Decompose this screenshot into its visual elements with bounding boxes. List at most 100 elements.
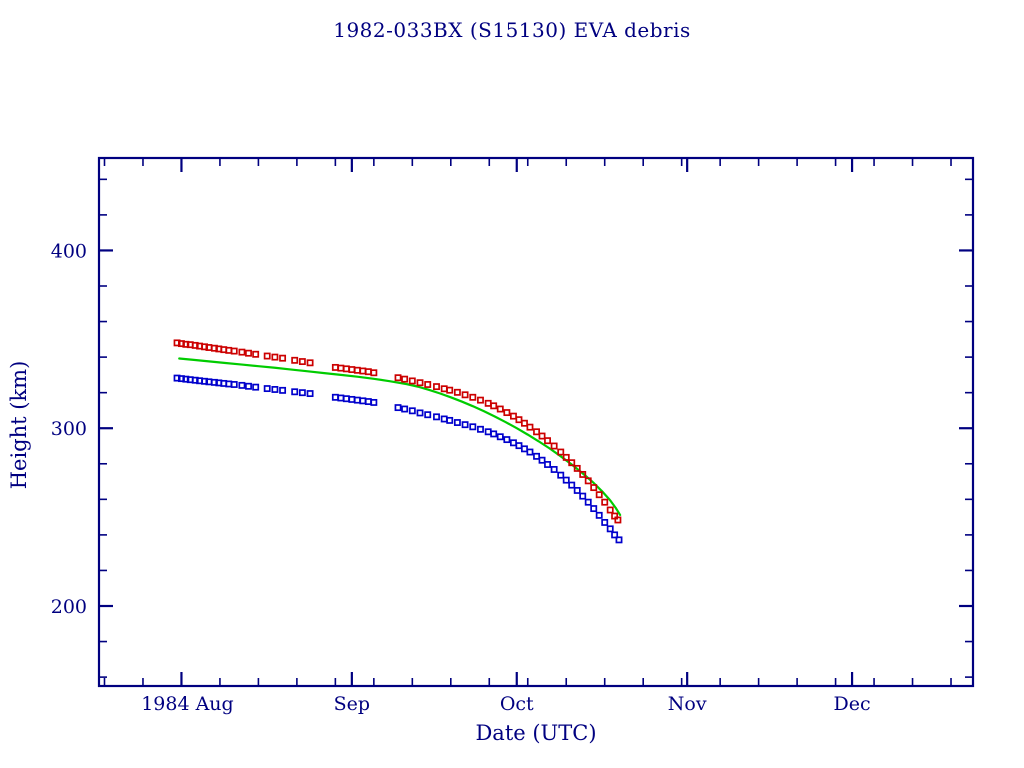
data-point-marker: [370, 369, 378, 377]
data-point-marker: [615, 536, 623, 544]
data-point-marker: [342, 365, 350, 373]
data-point-marker: [526, 423, 534, 431]
y-axis-title: Height (km): [7, 361, 31, 490]
data-point-marker: [342, 395, 350, 403]
data-point-marker: [205, 378, 213, 386]
data-point-marker: [337, 394, 345, 402]
data-point-marker: [306, 359, 314, 367]
data-point-marker: [544, 461, 551, 468]
data-point-marker: [453, 388, 461, 396]
data-point-marker: [550, 466, 558, 473]
data-point-marker: [538, 456, 546, 464]
data-point-marker: [503, 436, 511, 444]
mean-height-trend-line: [178, 357, 622, 517]
data-point-marker: [306, 390, 314, 398]
data-point-marker: [348, 366, 356, 374]
data-point-marker: [533, 428, 541, 436]
data-point-marker: [348, 395, 356, 403]
data-point-marker: [595, 511, 603, 519]
y-axis-ticks: [99, 178, 973, 678]
data-point-marker: [469, 423, 477, 431]
data-point-marker: [453, 419, 461, 426]
apogee-series-markers: [173, 339, 622, 524]
data-point-marker: [433, 413, 440, 421]
data-point-marker: [461, 421, 469, 429]
data-point-marker: [601, 498, 609, 506]
plot-frame: [97, 156, 975, 688]
data-point-marker: [510, 439, 517, 447]
data-point-marker: [263, 385, 271, 393]
data-point-marker: [469, 393, 477, 401]
data-point-marker: [205, 344, 213, 351]
data-point-marker: [440, 415, 448, 423]
y-tick-label: 300: [51, 418, 87, 440]
data-point-marker: [230, 347, 238, 355]
data-point-marker: [544, 437, 551, 445]
data-point-marker: [238, 348, 246, 356]
data-point-marker: [394, 374, 402, 382]
data-point-marker: [461, 391, 469, 399]
data-point-marker: [353, 396, 361, 404]
data-point-marker: [337, 364, 345, 372]
data-point-marker: [562, 453, 570, 461]
mean-height-path: [178, 357, 622, 517]
data-point-marker: [298, 358, 306, 366]
data-point-marker: [573, 464, 581, 472]
data-point-marker: [364, 368, 372, 376]
data-point-marker: [557, 471, 565, 479]
data-point-marker: [440, 385, 448, 393]
data-point-marker: [245, 349, 252, 357]
data-point-marker: [611, 531, 619, 539]
data-point-marker: [225, 346, 233, 354]
x-axis-tick-labels: 1984 Aug Sep Oct Nov Dec: [141, 693, 870, 715]
data-point-marker: [614, 516, 622, 524]
data-point-marker: [394, 404, 402, 412]
data-point-marker: [408, 407, 416, 415]
data-point-marker: [225, 380, 233, 388]
data-point-marker: [245, 382, 252, 390]
data-point-marker: [606, 506, 614, 514]
data-point-marker: [590, 484, 598, 492]
data-point-marker: [271, 386, 279, 393]
data-point-marker: [446, 386, 454, 394]
data-point-marker: [291, 388, 299, 396]
data-point-marker: [557, 448, 565, 456]
data-point-marker: [510, 412, 517, 420]
data-point-marker: [521, 419, 528, 427]
data-point-marker: [424, 411, 432, 419]
data-point-marker: [595, 491, 603, 499]
data-point-marker: [533, 452, 541, 460]
x-tick-label: Dec: [834, 693, 871, 715]
data-point-marker: [263, 352, 271, 360]
perigee-series-markers: [173, 374, 623, 544]
y-tick-label: 200: [51, 596, 87, 618]
data-point-marker: [496, 405, 504, 413]
data-point-marker: [433, 383, 440, 391]
data-point-marker: [252, 350, 260, 358]
data-point-marker: [568, 481, 576, 489]
data-point-marker: [230, 381, 238, 388]
data-point-marker: [446, 416, 454, 424]
data-point-marker: [279, 386, 287, 394]
data-point-marker: [408, 377, 416, 385]
data-point-marker: [359, 367, 367, 375]
data-point-marker: [353, 366, 361, 374]
data-point-marker: [484, 399, 492, 407]
data-point-marker: [601, 518, 609, 526]
data-point-marker: [606, 525, 614, 533]
x-tick-label: 1984 Aug: [141, 693, 234, 715]
data-point-marker: [496, 433, 504, 441]
data-point-marker: [526, 448, 534, 456]
data-point-marker: [562, 476, 570, 484]
data-point-marker: [579, 492, 587, 500]
data-point-marker: [252, 383, 260, 391]
data-point-marker: [238, 381, 246, 389]
data-point-marker: [291, 356, 299, 364]
data-point-marker: [331, 363, 339, 371]
data-point-marker: [515, 442, 523, 450]
data-point-marker: [484, 428, 492, 436]
page-title: 1982-033BX (S15130) EVA debris: [333, 18, 691, 42]
data-point-marker: [416, 409, 424, 417]
